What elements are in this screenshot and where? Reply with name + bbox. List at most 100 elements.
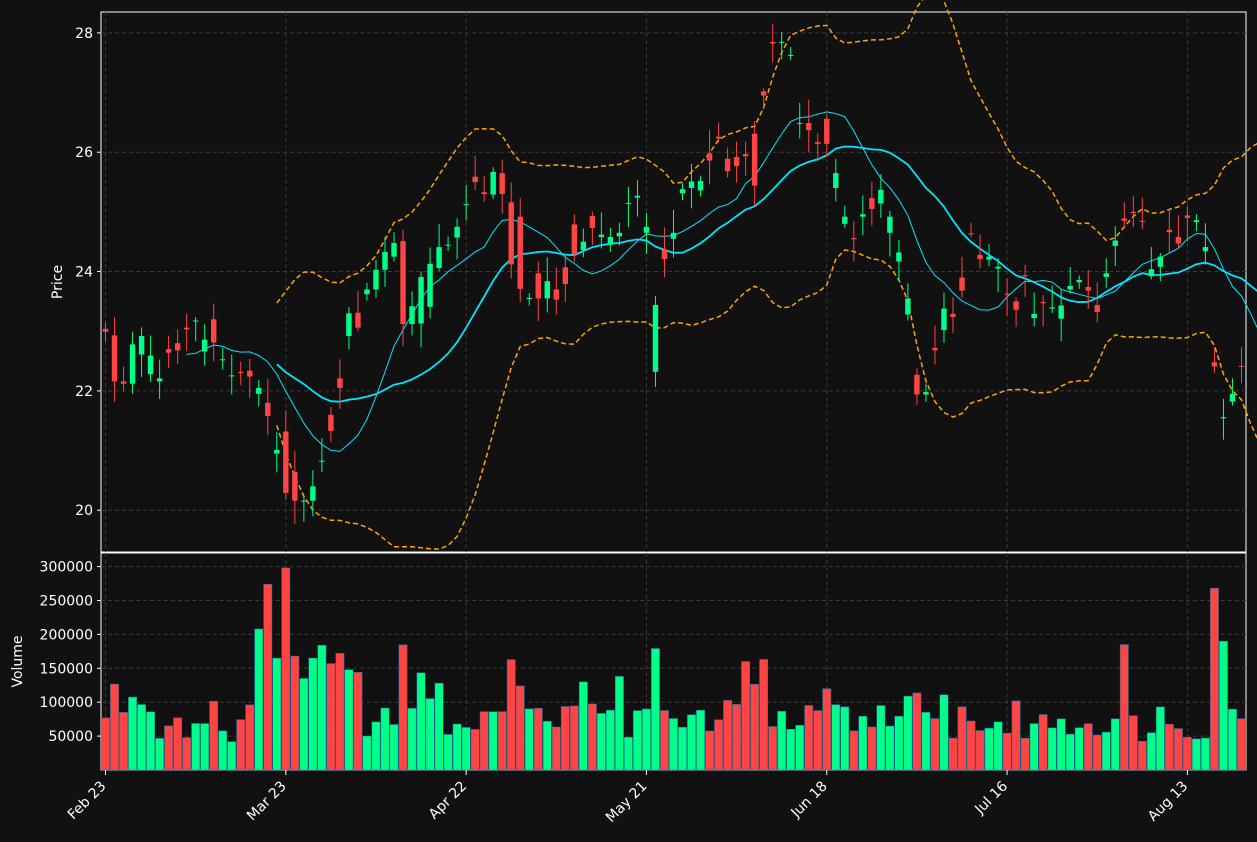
candle-body [905, 298, 911, 315]
volume-bar [957, 706, 967, 771]
volume-bar [443, 734, 453, 771]
volume-bar [1011, 700, 1021, 771]
volume-bar [1056, 718, 1066, 771]
volume-bar [533, 707, 543, 771]
candle-body [1049, 307, 1055, 309]
volume-bar [696, 709, 705, 771]
volume-axis-label: Volume [10, 635, 26, 687]
candle-body [328, 414, 334, 431]
candle-body [950, 313, 956, 317]
volume-bar [434, 682, 444, 771]
volume-bar [371, 721, 381, 771]
volume-bar [308, 657, 318, 771]
candle-body [436, 247, 442, 268]
candle-body [1040, 301, 1046, 304]
volume-bar [605, 709, 615, 771]
volume-bar [128, 696, 137, 771]
candle-body [111, 335, 118, 382]
volume-bar [254, 628, 264, 771]
candle-body [283, 431, 289, 493]
candle-body [238, 371, 244, 373]
candle-body [788, 54, 794, 56]
volume-bar [362, 735, 372, 771]
volume-bar [398, 644, 408, 771]
volume-bar [921, 712, 931, 771]
x-tick-label: Feb 23 [65, 778, 110, 823]
volume-bar [461, 727, 471, 771]
volume-bar [470, 729, 480, 771]
volume-bar [236, 719, 246, 771]
volume-bar [191, 723, 201, 771]
candle-body [553, 289, 559, 300]
volume-bar [182, 737, 192, 771]
volume-bar [1192, 738, 1201, 771]
candle-body [1229, 393, 1236, 402]
volume-bar [1065, 733, 1075, 771]
volume-bar [1137, 740, 1147, 771]
candle-body [265, 402, 271, 416]
volume-bar [326, 663, 336, 771]
price-tick-label: 20 [75, 503, 93, 519]
candle-body [102, 328, 109, 332]
candle-body [923, 392, 929, 395]
volume-bar [1092, 734, 1102, 771]
volume-bar [714, 719, 723, 771]
candle-body [1058, 305, 1064, 319]
candle-body [292, 472, 298, 501]
volume-bar [551, 726, 561, 771]
volume-tick-label: 300000 [40, 560, 93, 576]
candle-body [319, 460, 325, 462]
candle-body [968, 233, 974, 235]
candle-body [517, 216, 523, 289]
candle-body [661, 250, 668, 260]
volume-bar [146, 711, 155, 771]
x-tick-label: Mar 23 [244, 778, 290, 824]
x-tick-label: May 21 [603, 778, 651, 826]
volume-bar [930, 718, 940, 771]
candle-body [310, 486, 316, 501]
lower-band-line [276, 249, 1257, 550]
volume-bar [660, 710, 669, 771]
candle-body [337, 378, 343, 388]
volume-bar [669, 718, 678, 771]
volume-tick-label: 150000 [40, 661, 93, 677]
candle-body [1157, 256, 1164, 267]
candle-body [463, 204, 469, 206]
volume-bar [281, 567, 291, 771]
candle-body [409, 306, 415, 325]
candle-body [210, 319, 217, 343]
volume-bar [804, 705, 814, 771]
candle-body [1148, 269, 1155, 277]
volume-bar [479, 711, 489, 771]
volume-bar [218, 730, 228, 771]
volume-bar [227, 741, 237, 771]
candle-body [914, 374, 920, 395]
candle-body [679, 189, 686, 194]
candle-body [454, 226, 460, 238]
candle-body [688, 181, 695, 189]
candle-body [616, 232, 623, 237]
price-tick-label: 24 [75, 265, 93, 281]
volume-bar [137, 704, 146, 771]
candle-body [571, 224, 578, 255]
volume-bar [569, 705, 579, 771]
candle-body [697, 180, 704, 191]
price-tick-label: 28 [75, 26, 93, 42]
candle-body [1085, 287, 1091, 291]
volume-bar [867, 726, 877, 771]
volume-bar [723, 700, 732, 771]
volume-bar [885, 725, 895, 771]
candle-body [544, 281, 550, 299]
candle-body [851, 238, 857, 240]
x-tick-label: Jun 18 [788, 778, 831, 821]
volume-bar [272, 657, 282, 771]
candle-body [1067, 285, 1073, 290]
volume-bar [317, 644, 327, 771]
volume-bar [948, 737, 958, 771]
candle-body [869, 198, 875, 209]
candle-body [932, 347, 938, 351]
candle-body [174, 343, 181, 351]
volume-bar [578, 681, 588, 771]
candle-body [751, 133, 758, 186]
